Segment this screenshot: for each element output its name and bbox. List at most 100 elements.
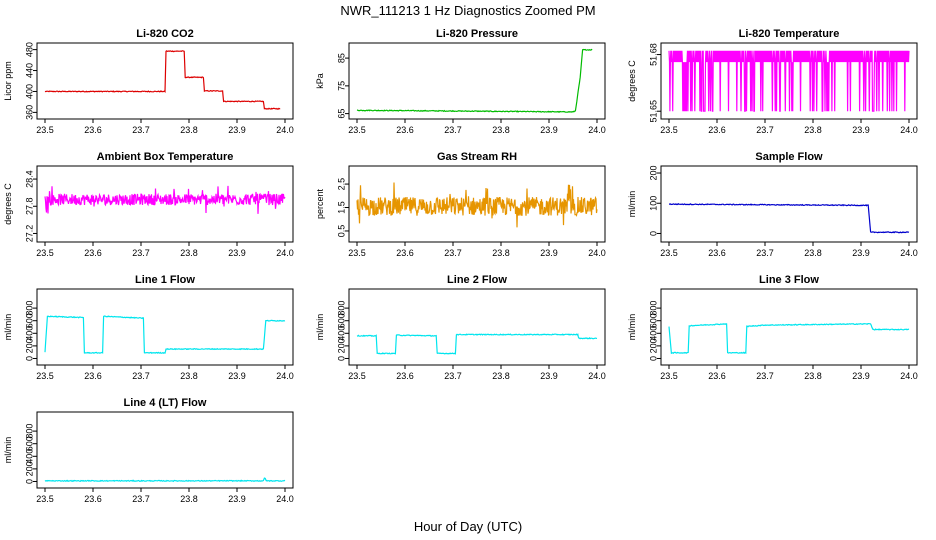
x-tick-label: 23.5 [36,494,54,504]
y-tick-label: 65 [336,109,346,119]
x-tick-label: 23.6 [396,371,414,381]
y-tick-label: 200 [24,461,34,476]
x-tick-label: 24.0 [588,371,606,381]
y-tick-label: 800 [24,301,34,316]
plot-frame [348,42,606,120]
series-line [668,50,910,112]
plot-frame [660,165,918,243]
x-tick-label: 23.9 [540,371,558,381]
y-axis-label: degrees C [627,60,637,102]
x-tick-label: 23.9 [852,371,870,381]
y-tick-label: 200 [648,166,658,181]
y-tick-label: 0 [648,231,658,236]
x-tick-label: 23.5 [348,248,366,258]
x-tick-label: 23.9 [852,125,870,135]
y-tick-label: 600 [24,313,34,328]
x-tick-label: 23.5 [36,371,54,381]
series-line [44,315,286,354]
y-tick-label: 0 [24,356,34,361]
x-tick-label: 23.7 [132,125,150,135]
plot-frame [660,42,918,120]
y-tick-label: 480 [24,42,34,57]
y-tick-label: 85 [336,53,346,63]
y-axis-label: ml/min [3,437,13,464]
x-tick-label: 23.7 [756,371,774,381]
y-tick-label: 51.65 [648,100,658,123]
panel-title: Li-820 Temperature [739,28,840,40]
x-tick-label: 24.0 [900,248,918,258]
panel-2: Li-820 Pressure 23.5 23.6 23.7 23.8 23.9 24.0 6… [315,28,606,135]
x-tick-label: 23.5 [348,125,366,135]
panels-group: Li-820 CO2 23.5 23.6 23.7 23.8 23.9 24.0 360 400… [3,28,918,504]
x-tick-label: 23.9 [852,248,870,258]
panel-4: Ambient Box Temperature 23.5 23.6 23.7 23.8 2… [3,151,294,258]
y-axis-label: ml/min [315,314,325,341]
plot-frame [348,288,606,366]
x-tick-label: 23.5 [36,125,54,135]
x-tick-label: 23.7 [132,371,150,381]
y-axis-label: percent [315,188,325,219]
panel-1: Li-820 CO2 23.5 23.6 23.7 23.8 23.9 24.0 360 400… [3,28,294,135]
plot-frame [36,411,294,489]
y-tick-label: 27.2 [24,225,34,243]
x-tick-label: 23.9 [228,125,246,135]
y-tick-label: 800 [24,424,34,439]
x-tick-label: 23.6 [84,125,102,135]
x-axis-label: Hour of Day (UTC) [414,519,522,534]
y-tick-label: 400 [24,326,34,341]
plot-frame [36,165,294,243]
x-tick-label: 23.7 [444,125,462,135]
panel-6: Sample Flow 23.5 23.6 23.7 23.8 23.9 24.0 0 100 2… [627,151,918,258]
x-tick-label: 24.0 [588,125,606,135]
x-tick-label: 23.8 [804,248,822,258]
x-tick-label: 23.9 [540,248,558,258]
x-tick-label: 23.6 [708,371,726,381]
series-line [356,48,593,113]
x-tick-label: 23.8 [492,125,510,135]
x-tick-label: 23.5 [348,371,366,381]
plot-frame [660,288,918,366]
y-tick-label: 200 [648,338,658,353]
panel-title: Gas Stream RH [437,151,517,163]
y-tick-label: 800 [336,301,346,316]
x-tick-label: 24.0 [276,371,294,381]
panel-title: Line 4 (LT) Flow [124,397,207,409]
panel-8: Line 2 Flow 23.5 23.6 23.7 23.8 23.9 24.0 0 2004… [315,274,606,381]
panel-9: Line 3 Flow 23.5 23.6 23.7 23.8 23.9 24.0 0 2004… [627,274,918,381]
y-tick-label: 600 [336,313,346,328]
y-tick-label: 1.5 [336,201,346,214]
y-tick-label: 0 [648,356,658,361]
panel-3: Li-820 Temperature 23.5 23.6 23.7 23.8 23.9 24… [627,28,918,135]
x-tick-label: 23.7 [444,371,462,381]
y-axis-label: ml/min [627,314,637,341]
panel-title: Li-820 CO2 [136,28,193,40]
panel-title: Li-820 Pressure [436,28,518,40]
x-tick-label: 23.8 [804,125,822,135]
x-tick-label: 23.9 [228,494,246,504]
y-axis-label: ml/min [3,314,13,341]
x-tick-label: 23.8 [180,248,198,258]
panel-title: Line 1 Flow [135,274,195,286]
x-tick-label: 23.8 [492,371,510,381]
y-tick-label: 200 [24,338,34,353]
x-tick-label: 23.7 [756,125,774,135]
x-tick-label: 23.6 [396,125,414,135]
y-axis-label: degrees C [3,183,13,225]
panel-title: Line 3 Flow [759,274,819,286]
x-tick-label: 23.5 [36,248,54,258]
page-title: NWR_111213 1 Hz Diagnostics Zoomed PM [340,3,595,18]
series-line [669,203,910,234]
y-tick-label: 0 [24,479,34,484]
y-tick-label: 400 [648,326,658,341]
plot-frame [348,165,606,243]
x-tick-label: 23.6 [396,248,414,258]
x-tick-label: 23.8 [804,371,822,381]
series-line [356,182,598,228]
x-tick-label: 23.9 [540,125,558,135]
x-tick-label: 23.8 [180,494,198,504]
y-axis-label: kPa [315,73,325,89]
x-tick-label: 24.0 [588,248,606,258]
series-line [44,477,286,483]
x-tick-label: 23.8 [492,248,510,258]
